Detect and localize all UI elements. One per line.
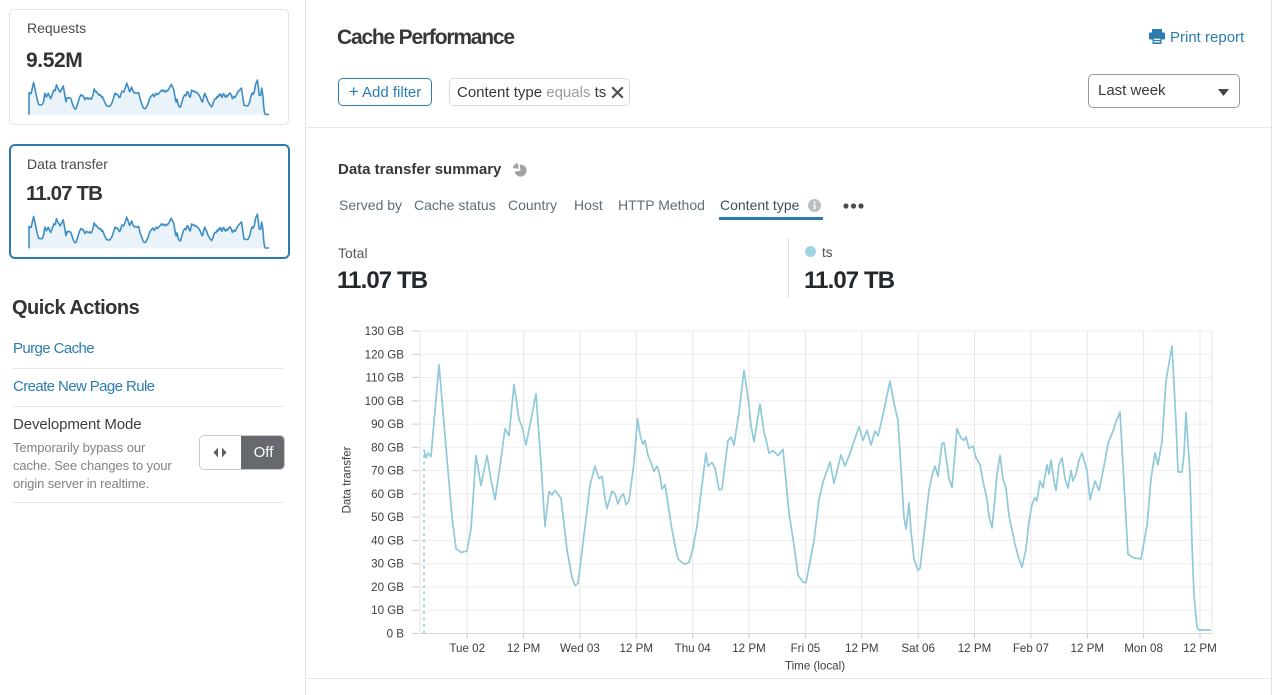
svg-text:130 GB: 130 GB bbox=[365, 325, 405, 338]
svg-text:Wed 03: Wed 03 bbox=[560, 642, 600, 655]
svg-text:12 PM: 12 PM bbox=[620, 642, 654, 655]
svg-text:Time (local): Time (local) bbox=[785, 660, 845, 673]
svg-text:Sat 06: Sat 06 bbox=[901, 642, 935, 655]
svg-text:90 GB: 90 GB bbox=[371, 418, 404, 431]
svg-text:12 PM: 12 PM bbox=[958, 642, 992, 655]
svg-text:40 GB: 40 GB bbox=[371, 534, 404, 547]
svg-text:Mon 08: Mon 08 bbox=[1124, 642, 1163, 655]
svg-text:100 GB: 100 GB bbox=[365, 395, 405, 408]
svg-text:50 GB: 50 GB bbox=[371, 511, 404, 524]
svg-text:12 PM: 12 PM bbox=[1183, 642, 1217, 655]
svg-text:Data transfer: Data transfer bbox=[341, 446, 354, 513]
svg-text:30 GB: 30 GB bbox=[371, 558, 404, 571]
svg-text:Tue 02: Tue 02 bbox=[449, 642, 485, 655]
svg-text:12 PM: 12 PM bbox=[1071, 642, 1105, 655]
svg-text:110 GB: 110 GB bbox=[366, 372, 405, 385]
svg-text:Fri 05: Fri 05 bbox=[791, 642, 821, 655]
svg-text:Feb 07: Feb 07 bbox=[1013, 642, 1049, 655]
svg-text:12 PM: 12 PM bbox=[845, 642, 879, 655]
svg-text:20 GB: 20 GB bbox=[371, 581, 404, 594]
svg-text:70 GB: 70 GB bbox=[371, 465, 404, 478]
svg-text:Thu 04: Thu 04 bbox=[675, 642, 712, 655]
svg-text:0 B: 0 B bbox=[387, 628, 405, 641]
svg-text:12 PM: 12 PM bbox=[507, 642, 541, 655]
svg-text:120 GB: 120 GB bbox=[365, 348, 405, 361]
svg-text:60 GB: 60 GB bbox=[371, 488, 404, 501]
svg-text:80 GB: 80 GB bbox=[371, 441, 404, 454]
svg-text:12 PM: 12 PM bbox=[732, 642, 766, 655]
svg-text:10 GB: 10 GB bbox=[371, 604, 404, 617]
